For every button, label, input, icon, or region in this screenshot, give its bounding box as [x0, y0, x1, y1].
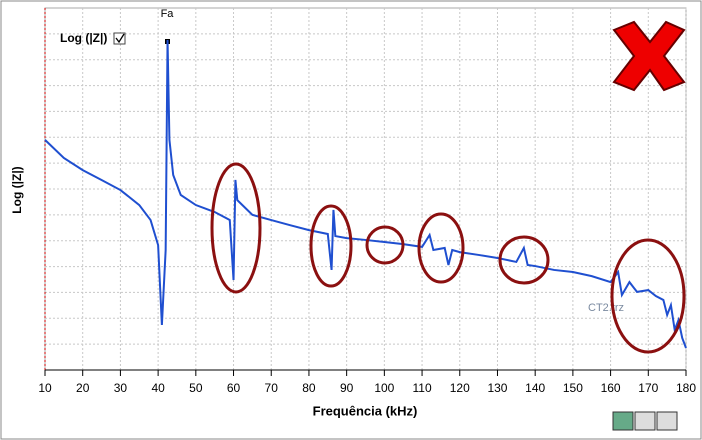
trace-label: CT2.trz: [588, 302, 624, 314]
x-tick-label: 150: [563, 381, 583, 395]
ellipse: [417, 212, 465, 284]
x-tick-label: 130: [487, 381, 507, 395]
x-tick-label: 60: [227, 381, 241, 395]
marker-label: Fa: [161, 8, 175, 20]
x-tick-label: 80: [302, 381, 316, 395]
x-tick-label: 110: [412, 381, 431, 395]
toolbar[interactable]: [612, 411, 678, 431]
data-line: [44, 40, 687, 349]
x-tick-label: 120: [450, 381, 470, 395]
error-icon: [612, 20, 686, 92]
checkbox-label[interactable]: Log (|Z|): [60, 31, 107, 45]
x-tick-label: 140: [525, 381, 545, 395]
tool-pan[interactable]: [656, 411, 678, 431]
ellipse: [309, 204, 353, 288]
y-axis-label: Log (|Z|): [10, 166, 24, 213]
x-tick-label: 90: [340, 381, 354, 395]
x-tick-label: 160: [601, 381, 621, 395]
x-tick-label: 30: [114, 381, 128, 395]
ellipse: [365, 225, 405, 265]
x-tick-label: 10: [38, 381, 52, 395]
tool-cursor[interactable]: [612, 411, 634, 431]
checkmark: [115, 33, 125, 44]
ellipse: [210, 162, 262, 294]
x-axis-label: Frequência (kHz): [313, 403, 418, 418]
tool-zoom[interactable]: [634, 411, 656, 431]
x-tick-label: 20: [76, 381, 90, 395]
x-tick-label: 50: [189, 381, 203, 395]
x-tick-label: 70: [265, 381, 279, 395]
annotations: [210, 162, 686, 354]
x-tick-label: 100: [374, 381, 394, 395]
checkbox[interactable]: [113, 32, 126, 45]
ellipse: [610, 238, 686, 354]
ellipse: [498, 235, 550, 285]
x-tick-label: 40: [151, 381, 165, 395]
x-tick-label: 180: [676, 381, 696, 395]
x-tick-label: 170: [638, 381, 658, 395]
